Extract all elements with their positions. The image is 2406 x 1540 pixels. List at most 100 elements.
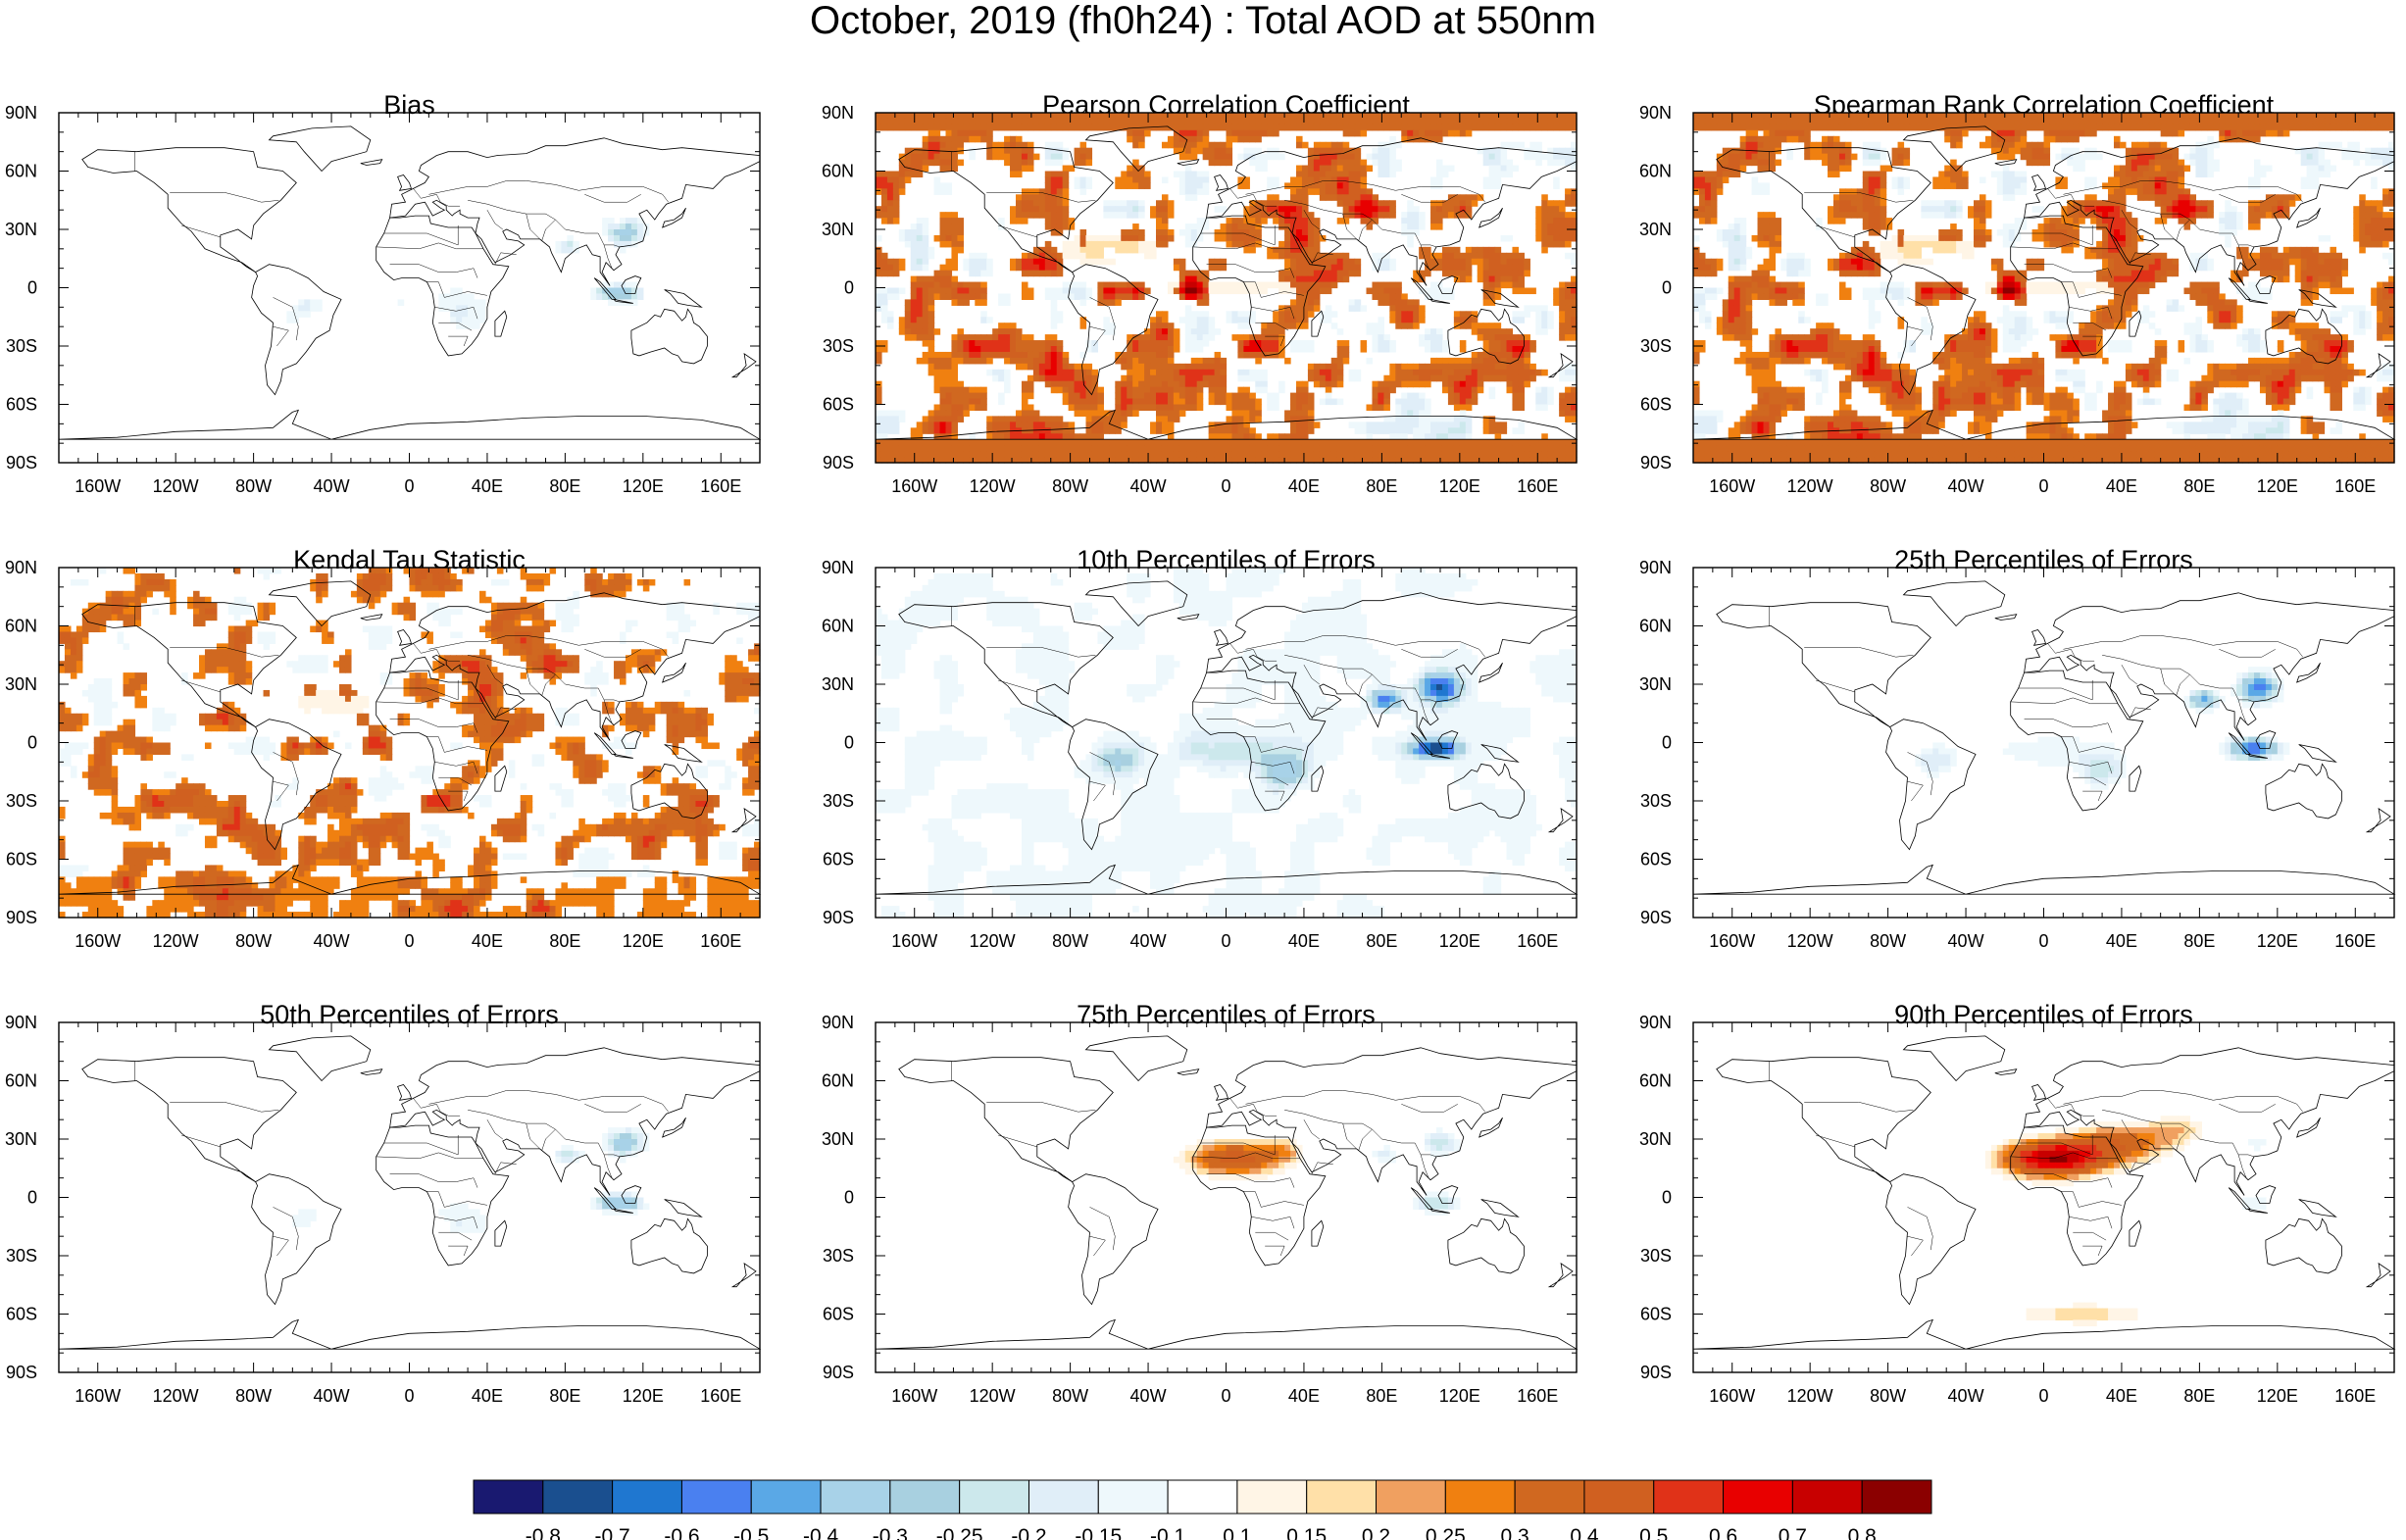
field-cell <box>1115 287 1122 295</box>
field-cell <box>1278 380 1285 388</box>
field-cell <box>933 451 941 458</box>
field-cell <box>1372 340 1379 347</box>
field-cell <box>1016 457 1023 464</box>
field-cell <box>1196 188 1204 195</box>
field-cell <box>1044 147 1052 155</box>
field-cell <box>957 229 964 236</box>
field-cell <box>1027 153 1034 161</box>
field-cell <box>1465 427 1473 434</box>
field-cell <box>1535 212 1542 219</box>
field-cell <box>479 305 486 312</box>
field-cell <box>1144 380 1151 388</box>
field-cell <box>1389 258 1396 266</box>
field-cell <box>1079 386 1087 394</box>
x-tick-label: 40E <box>472 476 503 496</box>
field-cell <box>876 293 882 300</box>
field-cell <box>1389 124 1396 131</box>
field-cell <box>1378 171 1384 178</box>
field-cell <box>1775 129 1781 137</box>
field-cell <box>1167 340 1175 347</box>
field-cell <box>1512 340 1520 347</box>
field-cell <box>1419 369 1426 376</box>
field-cell <box>1214 281 1222 289</box>
field-cell <box>880 451 888 458</box>
field-cell <box>1571 113 1578 120</box>
field-cell <box>1471 113 1479 120</box>
field-cell <box>1138 234 1145 242</box>
field-cell <box>2300 113 2308 120</box>
field-cell <box>1127 240 1133 248</box>
field-cell <box>555 246 563 254</box>
field-cell <box>1506 346 1514 353</box>
field-cell <box>1196 293 1204 300</box>
field-cell <box>1097 299 1104 306</box>
field-cell <box>957 351 964 359</box>
field-cell <box>2037 124 2045 131</box>
field-layer <box>1693 113 2395 464</box>
field-cell <box>1115 281 1122 289</box>
field-cell <box>1144 392 1151 400</box>
field-cell <box>1196 340 1204 347</box>
field-cell <box>1441 118 1449 125</box>
field-cell <box>1383 404 1390 412</box>
country-border <box>1245 180 1485 203</box>
field-cell <box>1378 252 1384 260</box>
field-cell <box>880 264 888 272</box>
field-cell <box>2236 118 2243 125</box>
field-cell <box>880 311 888 318</box>
field-cell <box>1255 346 1262 353</box>
field-cell <box>957 457 964 464</box>
field-cell <box>1880 118 1887 125</box>
field-cell <box>1885 113 1893 120</box>
field-cell <box>1196 369 1204 376</box>
field-cell <box>1202 113 1210 120</box>
field-cell <box>1196 218 1204 224</box>
field-cell <box>1383 299 1390 306</box>
coastlines <box>875 125 1579 440</box>
field-cell <box>1974 124 1980 131</box>
field-cell <box>1868 141 1876 149</box>
field-cell <box>1150 422 1157 428</box>
field-cell <box>1202 293 1210 300</box>
field-cell <box>1482 264 1490 272</box>
field-cell <box>910 334 918 341</box>
field-cell <box>969 264 976 272</box>
field-cell <box>910 427 918 434</box>
field-cell <box>2335 118 2342 125</box>
field-cell <box>2049 135 2057 143</box>
field-cell <box>1050 299 1058 306</box>
field-cell <box>1494 287 1502 295</box>
field-cell <box>2090 129 2097 137</box>
field-cell <box>2136 113 2144 120</box>
field-cell <box>1010 206 1017 213</box>
field-cell <box>1214 351 1222 359</box>
field-cell <box>1401 427 1408 434</box>
field-cell <box>1307 293 1315 300</box>
field-cell <box>1436 334 1443 341</box>
field-cell <box>1156 334 1163 341</box>
field-cell <box>1407 224 1414 230</box>
field-cell <box>1307 147 1315 155</box>
field-cell <box>1074 457 1081 464</box>
field-cell <box>1330 124 1338 131</box>
field-cell <box>2061 118 2068 125</box>
field-cell <box>1138 351 1145 359</box>
field-cell <box>945 457 953 464</box>
field-cell <box>2318 113 2326 120</box>
field-cell <box>1284 287 1291 295</box>
field-cell <box>1524 340 1530 347</box>
field-cell <box>939 398 947 406</box>
coastline <box>898 147 1114 273</box>
field-cell <box>1745 113 1753 120</box>
field-cell <box>1103 200 1110 207</box>
field-cell <box>1488 334 1496 341</box>
field-cell <box>892 182 900 189</box>
field-cell <box>1441 427 1449 434</box>
field-cell <box>927 410 935 417</box>
field-cell <box>939 212 947 219</box>
field-cell <box>910 113 918 120</box>
field-cell <box>1097 124 1104 131</box>
field-cell <box>1091 258 1099 266</box>
field-cell <box>1441 287 1449 295</box>
field-cell <box>1313 270 1321 277</box>
